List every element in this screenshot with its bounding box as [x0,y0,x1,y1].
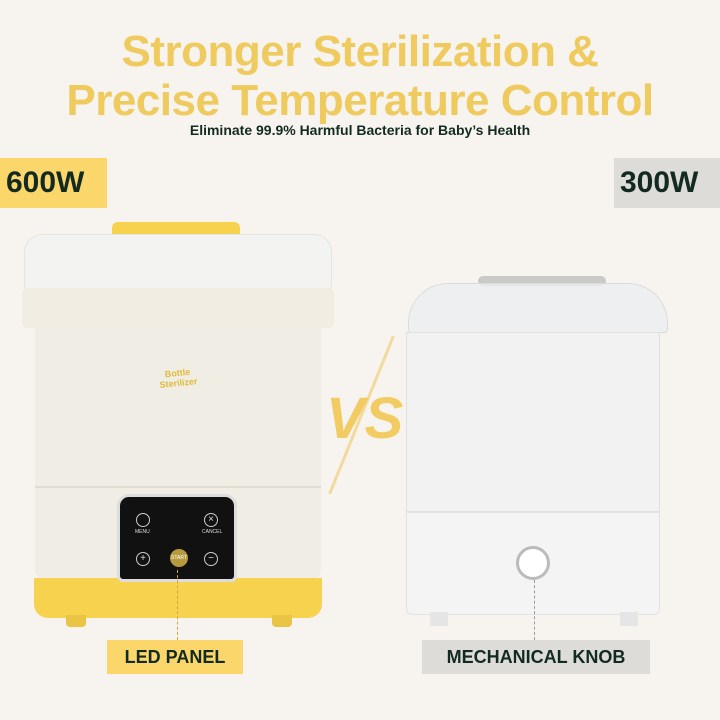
mechanical-knob [516,546,550,580]
start-button: START [170,549,188,567]
pointer-line [177,570,178,640]
cancel-label: CANCEL [202,529,223,535]
headline-line-1: Stronger Sterilization & [121,27,599,76]
foot [66,615,86,627]
machine-base [34,578,322,618]
subtitle: Eliminate 99.9% Harmful Bacteria for Bab… [189,122,531,138]
headline-line-2: Precise Temperature Control [66,76,654,125]
cancel-icon: × [204,513,218,527]
machine-body [406,332,660,512]
divider [35,486,321,488]
right-power-badge: 300W [614,158,720,208]
lid [408,283,668,333]
basket [22,288,334,328]
menu-icon [136,513,150,527]
pointer-line [534,580,535,640]
foot [430,612,448,626]
lid [24,234,332,290]
vs-mark: VS [326,386,404,451]
lid-handle [478,276,606,286]
plus-icon: + [136,552,150,566]
lid-handle [112,222,240,236]
foot [620,612,638,626]
left-power-badge: 600W [0,158,107,208]
product-logo: Bottle Sterilizer [159,366,198,390]
led-panel: MENU × CANCEL + − START [117,494,237,582]
foot [272,615,292,627]
left-feature-label: LED PANEL [107,640,243,674]
menu-label: MENU [135,529,150,535]
minus-icon: − [204,552,218,566]
right-feature-label: MECHANICAL KNOB [422,640,650,674]
